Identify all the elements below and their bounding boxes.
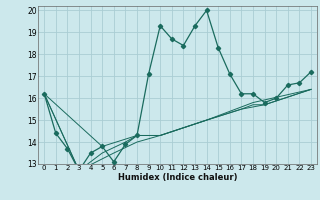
X-axis label: Humidex (Indice chaleur): Humidex (Indice chaleur)	[118, 173, 237, 182]
